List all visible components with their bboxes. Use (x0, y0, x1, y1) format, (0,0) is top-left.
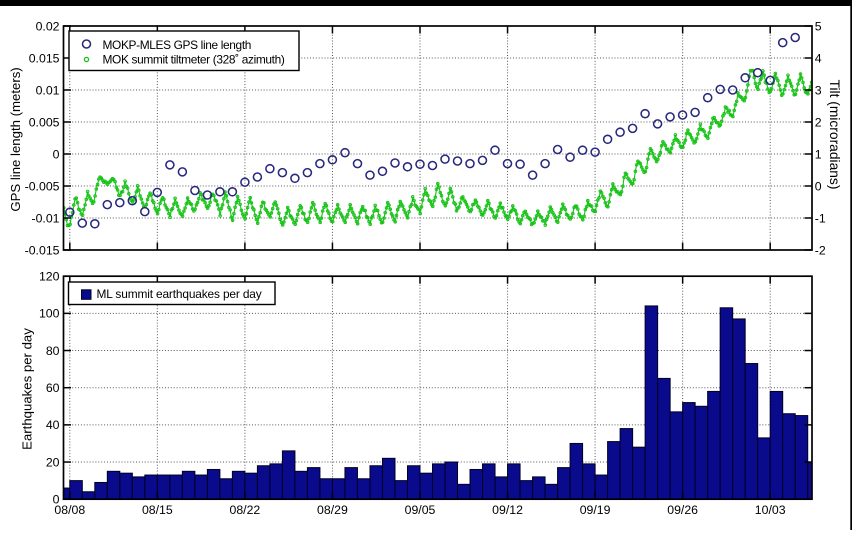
svg-text:10/03: 10/03 (755, 503, 786, 517)
svg-text:08/15: 08/15 (142, 503, 173, 517)
svg-text:120: 120 (39, 270, 60, 284)
svg-text:0.005: 0.005 (29, 115, 60, 129)
svg-text:0.02: 0.02 (36, 19, 60, 33)
svg-text:-2: -2 (815, 243, 826, 257)
svg-text:ML summit earthquakes per day: ML summit earthquakes per day (97, 287, 262, 301)
svg-text:3: 3 (815, 83, 822, 97)
svg-text:0.01: 0.01 (36, 83, 60, 97)
svg-text:0: 0 (53, 493, 60, 507)
svg-text:Earthquakes per day: Earthquakes per day (20, 328, 35, 450)
svg-text:-1: -1 (815, 211, 826, 225)
svg-text:09/12: 09/12 (492, 503, 523, 517)
svg-text:08/22: 08/22 (230, 503, 261, 517)
svg-text:4: 4 (815, 51, 822, 65)
svg-text:0: 0 (53, 147, 60, 161)
svg-text:09/05: 09/05 (405, 503, 436, 517)
svg-text:0: 0 (815, 179, 822, 193)
svg-text:-0.01: -0.01 (31, 211, 59, 225)
svg-text:08/29: 08/29 (317, 503, 348, 517)
svg-text:20: 20 (46, 455, 60, 469)
svg-text:0.015: 0.015 (29, 51, 60, 65)
svg-text:09/26: 09/26 (667, 503, 698, 517)
svg-text:MOKP-MLES GPS line length: MOKP-MLES GPS line length (103, 38, 252, 52)
svg-text:Tilt (microradians): Tilt (microradians) (827, 80, 842, 190)
svg-text:60: 60 (46, 381, 60, 395)
svg-text:MOK summit tiltmeter (328˚ azi: MOK summit tiltmeter (328˚ azimuth) (103, 52, 285, 66)
svg-text:GPS line length (meters): GPS line length (meters) (8, 67, 23, 211)
svg-text:5: 5 (815, 19, 822, 33)
svg-text:40: 40 (46, 418, 60, 432)
svg-text:09/19: 09/19 (580, 503, 611, 517)
svg-text:100: 100 (39, 307, 60, 321)
svg-text:-0.005: -0.005 (25, 179, 60, 193)
svg-text:-0.015: -0.015 (25, 243, 60, 257)
svg-text:1: 1 (815, 147, 822, 161)
svg-text:80: 80 (46, 344, 60, 358)
svg-text:2: 2 (815, 115, 822, 129)
svg-text:08/08: 08/08 (54, 503, 85, 517)
